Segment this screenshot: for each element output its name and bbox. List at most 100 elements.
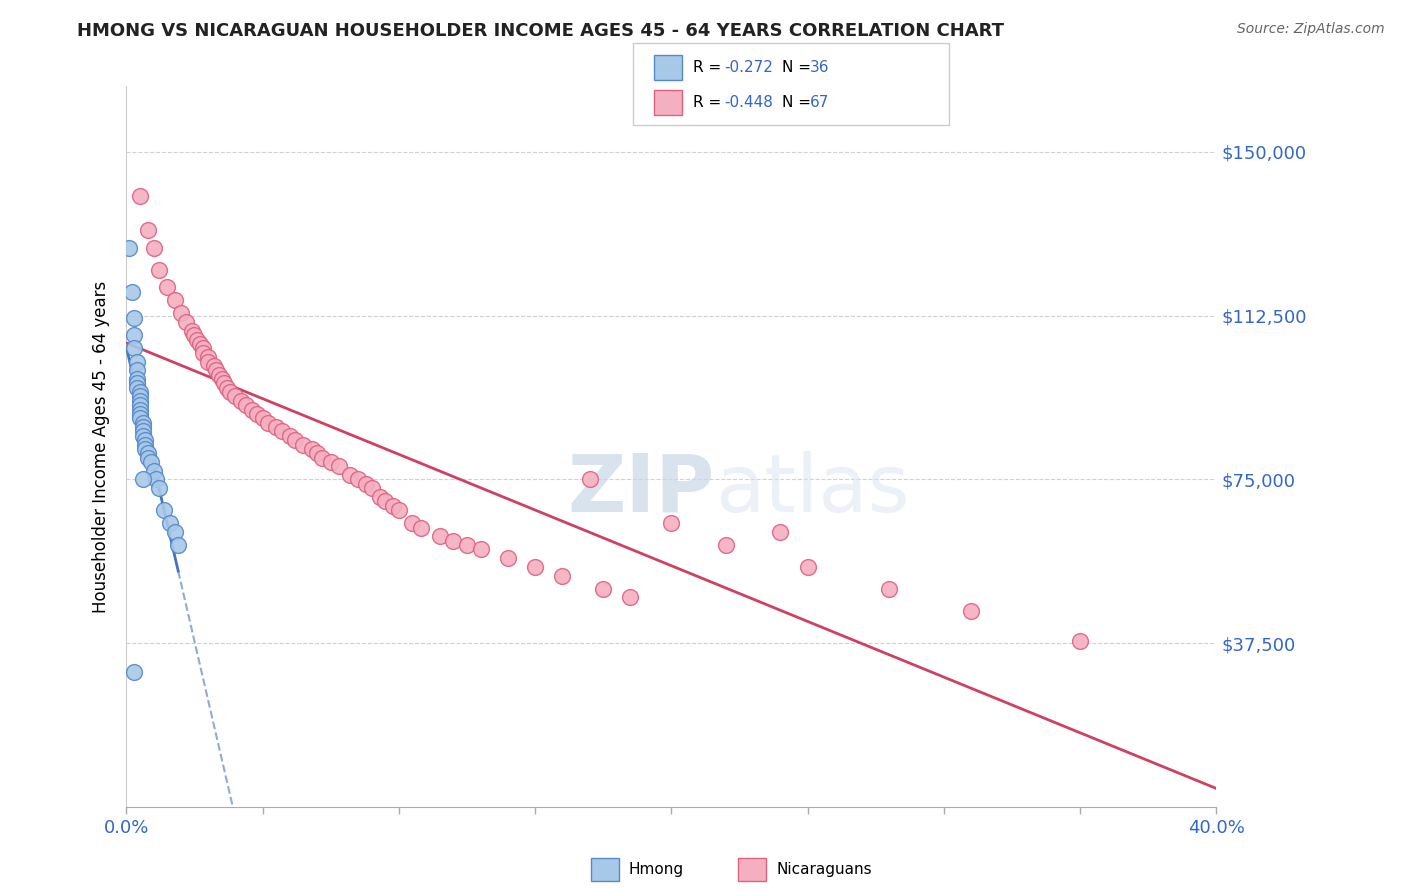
Text: -0.272: -0.272 (724, 61, 773, 75)
Point (714, 538, 737, 552)
Point (131, 473, 153, 487)
Point (796, 559, 818, 574)
Point (217, 381, 239, 395)
Point (524, 559, 547, 574)
Point (131, 429, 153, 443)
Point (284, 433, 307, 447)
Text: R =: R = (693, 95, 727, 110)
Point (188, 337, 211, 351)
Point (127, 372, 149, 386)
Point (401, 516, 423, 530)
Point (148, 481, 170, 495)
Point (142, 241, 165, 255)
Point (124, 310, 146, 325)
Point (121, 285, 143, 299)
Point (127, 354, 149, 368)
Point (578, 473, 600, 487)
Point (374, 494, 396, 508)
Point (129, 402, 152, 417)
Point (264, 420, 287, 434)
Point (496, 551, 519, 566)
Point (174, 315, 197, 329)
Text: ZIP: ZIP (568, 451, 714, 529)
Point (456, 538, 478, 552)
Point (129, 389, 152, 403)
Point (252, 411, 274, 425)
Point (145, 473, 167, 487)
Point (1069, 634, 1091, 648)
Point (205, 363, 228, 377)
Point (319, 455, 342, 469)
Point (382, 499, 405, 513)
Text: HMONG VS NICARAGUAN HOUSEHOLDER INCOME AGES 45 - 64 YEARS CORRELATION CHART: HMONG VS NICARAGUAN HOUSEHOLDER INCOME A… (77, 22, 1004, 40)
Point (388, 503, 411, 517)
Point (368, 490, 391, 504)
Point (202, 359, 225, 373)
Point (167, 538, 190, 552)
Point (224, 389, 246, 403)
Point (235, 398, 257, 412)
Point (124, 328, 146, 343)
Point (470, 542, 492, 557)
Point (127, 381, 149, 395)
Text: 36: 36 (810, 61, 830, 75)
Point (127, 376, 149, 391)
Point (124, 665, 146, 679)
Point (240, 402, 263, 417)
Point (208, 368, 231, 382)
Point (165, 293, 187, 308)
Point (347, 473, 370, 487)
Point (311, 450, 333, 465)
Point (429, 529, 451, 543)
Point (292, 437, 315, 451)
Point (328, 459, 350, 474)
Point (131, 425, 153, 439)
Text: N =: N = (782, 95, 815, 110)
Point (354, 476, 377, 491)
Point (136, 223, 159, 237)
Point (246, 407, 269, 421)
Point (191, 346, 214, 360)
Point (153, 503, 176, 517)
Point (129, 398, 152, 412)
Point (139, 455, 162, 469)
Point (180, 324, 202, 338)
Point (257, 416, 280, 430)
Point (305, 446, 328, 460)
Point (136, 446, 159, 460)
Point (360, 481, 382, 495)
Point (659, 516, 682, 530)
Text: atlas: atlas (714, 451, 910, 529)
Point (592, 582, 614, 596)
Point (186, 333, 208, 347)
Point (960, 603, 983, 617)
Point (551, 568, 574, 582)
Point (131, 420, 153, 434)
Point (270, 425, 292, 439)
Text: -0.448: -0.448 (724, 95, 773, 110)
Text: Hmong: Hmong (628, 863, 683, 877)
Point (129, 385, 152, 400)
Point (136, 450, 159, 465)
Point (301, 442, 323, 456)
Point (142, 464, 165, 478)
Point (129, 188, 152, 202)
Text: N =: N = (782, 61, 815, 75)
Point (278, 429, 301, 443)
Point (134, 437, 156, 451)
Point (159, 516, 181, 530)
Point (877, 582, 900, 596)
Point (129, 407, 152, 421)
Point (197, 350, 219, 364)
Point (134, 433, 156, 447)
Point (211, 372, 233, 386)
Point (339, 468, 361, 483)
Point (124, 342, 146, 356)
Point (129, 411, 152, 425)
Point (148, 262, 170, 277)
Point (218, 385, 240, 400)
Point (183, 328, 205, 343)
Point (127, 363, 149, 377)
Point (214, 376, 236, 391)
Y-axis label: Householder Income Ages 45 - 64 years: Householder Income Ages 45 - 64 years (93, 281, 110, 613)
